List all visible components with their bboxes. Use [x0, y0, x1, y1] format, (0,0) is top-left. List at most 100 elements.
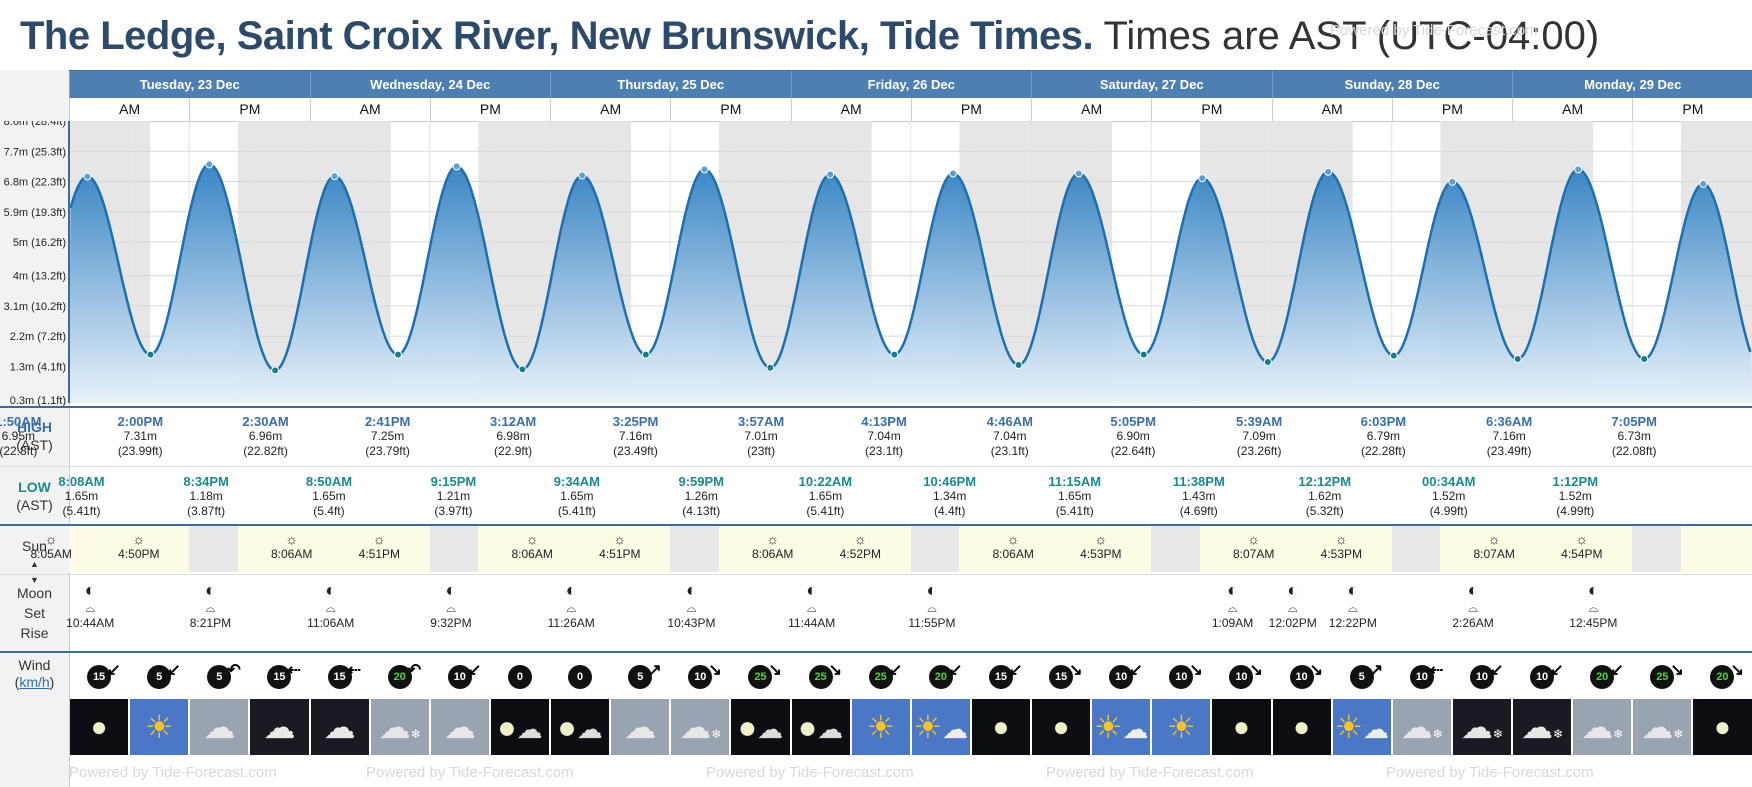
wind-speed-badge: 20	[1590, 665, 1615, 689]
page-title: The Ledge, Saint Croix River, New Brunsw…	[20, 8, 1599, 64]
low-meters: 1.52m	[1558, 489, 1592, 503]
high-tide-point	[205, 160, 214, 169]
day-header: Monday, 29 Dec	[1512, 71, 1752, 99]
sunrise-time: 8:06AM	[751, 547, 794, 561]
low-tide-point	[1014, 361, 1023, 370]
y-tick-label: 8.6m (28.4ft)	[4, 121, 66, 128]
weather-tile: ☁	[430, 699, 489, 755]
high-time: 2:41PM	[364, 414, 411, 429]
low-tide-cell: 9:34AM 1.65m (5.41ft)	[537, 474, 617, 519]
low-meters: 1.18m	[189, 489, 223, 503]
high-feet: (23ft)	[747, 444, 776, 458]
moonset-icon: ⌓	[806, 601, 817, 615]
high-feet: (22.28ft)	[1361, 444, 1406, 458]
wind-speed-badge: 10	[1169, 665, 1194, 689]
weather-tile: ☀☁	[1092, 699, 1151, 755]
sunset-time: 4:51PM	[599, 547, 641, 561]
sunset-time: 4:54PM	[1561, 547, 1603, 561]
sunset-time: 4:50PM	[118, 547, 160, 561]
sunset-cell: ☼ 4:51PM	[349, 532, 409, 562]
moon-cloud-icon: ●☁	[557, 709, 603, 745]
wind-direction-arrow: ⇠	[287, 662, 301, 679]
moon-cell: ◐ ⌓ 11:44AM	[782, 580, 842, 631]
weather-tile: ●☁	[791, 699, 850, 755]
low-tide-cell: 10:46PM 1.34m (4.4ft)	[910, 474, 990, 519]
high-tide-point	[83, 172, 92, 181]
wind-speed-badge: 20	[387, 665, 412, 689]
high-tide-cell: 3:25PM 7.16m (23.49ft)	[596, 414, 676, 459]
wind-direction-arrow: ↗	[648, 662, 662, 679]
chart-bottom-separator	[0, 406, 1752, 408]
moon-phase-icon: ◐	[1347, 580, 1359, 600]
cloud-icon: ☁	[263, 709, 296, 745]
moon-cloud-icon: ●☁	[737, 709, 784, 745]
moon-cell: ◐ ⌓ 11:06AM	[301, 580, 361, 631]
high-tide-cell: 6:36AM 7.16m (23.49ft)	[1469, 414, 1549, 459]
weather-tile: ●☁	[551, 699, 610, 755]
high-feet: (22.9ft)	[494, 444, 533, 458]
day-header: Friday, 26 Dec	[790, 71, 1032, 99]
day-header: Sunday, 28 Dec	[1271, 71, 1513, 99]
high-time: 5:05PM	[1110, 414, 1156, 429]
high-feet: (23.49ft)	[613, 444, 658, 458]
low-tide-point	[394, 350, 403, 359]
row-divider	[0, 574, 1752, 575]
weather-tile: ☁❄	[370, 699, 429, 755]
wind-direction-arrow: ↙	[1008, 662, 1023, 679]
sunset-cell: ☼ 4:51PM	[590, 532, 650, 562]
sunset-icon: ☼	[132, 531, 146, 547]
high-meters: 6.90m	[1116, 429, 1150, 443]
moon-cell: ◐ ⌓ 11:55PM	[902, 580, 962, 631]
sunrise-time: 8:06AM	[992, 547, 1034, 561]
wind-direction-arrow: ↙	[1550, 662, 1564, 679]
sun-arrows: ▲ ▼	[30, 559, 39, 585]
weather-tile: ☁❄	[1573, 699, 1632, 755]
sunset-shade	[429, 526, 479, 572]
wind-label: Wind	[18, 657, 51, 673]
sunset-shade	[670, 526, 719, 572]
sunrise-icon: ☼	[525, 531, 539, 547]
snow-cloud-icon: ☁❄	[1581, 709, 1624, 745]
moon-icon: ●	[1293, 711, 1311, 742]
high-meters: 7.04m	[867, 429, 901, 443]
moon-time: 9:32PM	[430, 616, 472, 630]
wind-unit-link[interactable]: km/h	[19, 674, 50, 690]
cloud-icon: ☁	[323, 709, 356, 745]
low-meters: 1.65m	[64, 489, 99, 503]
high-time: 5:39AM	[1235, 414, 1283, 429]
high-feet: (23.99ft)	[117, 444, 163, 458]
weather-tile: ●☁	[731, 699, 790, 755]
high-time: 2:30AM	[242, 414, 289, 429]
pm-label: PM	[910, 98, 1031, 121]
cloud-icon: ☁	[624, 709, 657, 745]
wind-row-label: Wind (km/h)	[14, 657, 55, 690]
pm-label: PM	[670, 98, 790, 121]
low-feet: (5.41ft)	[806, 504, 845, 518]
high-tide-cell: 3:12AM 6.98m (22.9ft)	[473, 414, 553, 459]
low-feet: (5.41ft)	[557, 504, 596, 518]
low-tide-cell: 9:59PM 1.26m (4.13ft)	[661, 474, 741, 519]
moon-label: Moon	[16, 585, 53, 601]
moon-cell: ◐ ⌓ 12:02PM	[1263, 580, 1323, 631]
high-row-label: HIGH (AST)	[0, 418, 69, 454]
moon-phase-icon: ◐	[806, 580, 818, 600]
moonset-icon: ⌓	[566, 601, 576, 615]
am-pm-bar: AM PM AM PM AM PM AM PM AM PM AM PM AM PM	[69, 98, 1752, 122]
low-tide-point	[1263, 358, 1272, 367]
wind-direction-arrow: ↙	[1489, 662, 1504, 679]
low-time: 1:12PM	[1552, 474, 1599, 489]
sun-cloud-icon: ☀☁	[913, 709, 969, 745]
high-meters: 6.79m	[1366, 429, 1401, 443]
low-feet: (3.97ft)	[434, 504, 473, 518]
wind-speed-badge: 20	[1710, 665, 1735, 689]
moon-phase-icon: ◐	[1227, 580, 1238, 600]
moon-phase-icon: ◐	[1587, 580, 1599, 600]
am-label: AM	[1271, 98, 1392, 121]
low-feet: (5.32ft)	[1305, 504, 1344, 518]
low-feet: (4.99ft)	[1429, 504, 1468, 518]
sunrise-cell: ☼ 8:06AM	[262, 532, 322, 562]
moonset-icon: ⌓	[1468, 601, 1478, 615]
wind-speed-badge: 25	[748, 665, 773, 689]
weather-tile: ☁	[190, 699, 249, 755]
moon-icon: ●	[1713, 711, 1731, 742]
